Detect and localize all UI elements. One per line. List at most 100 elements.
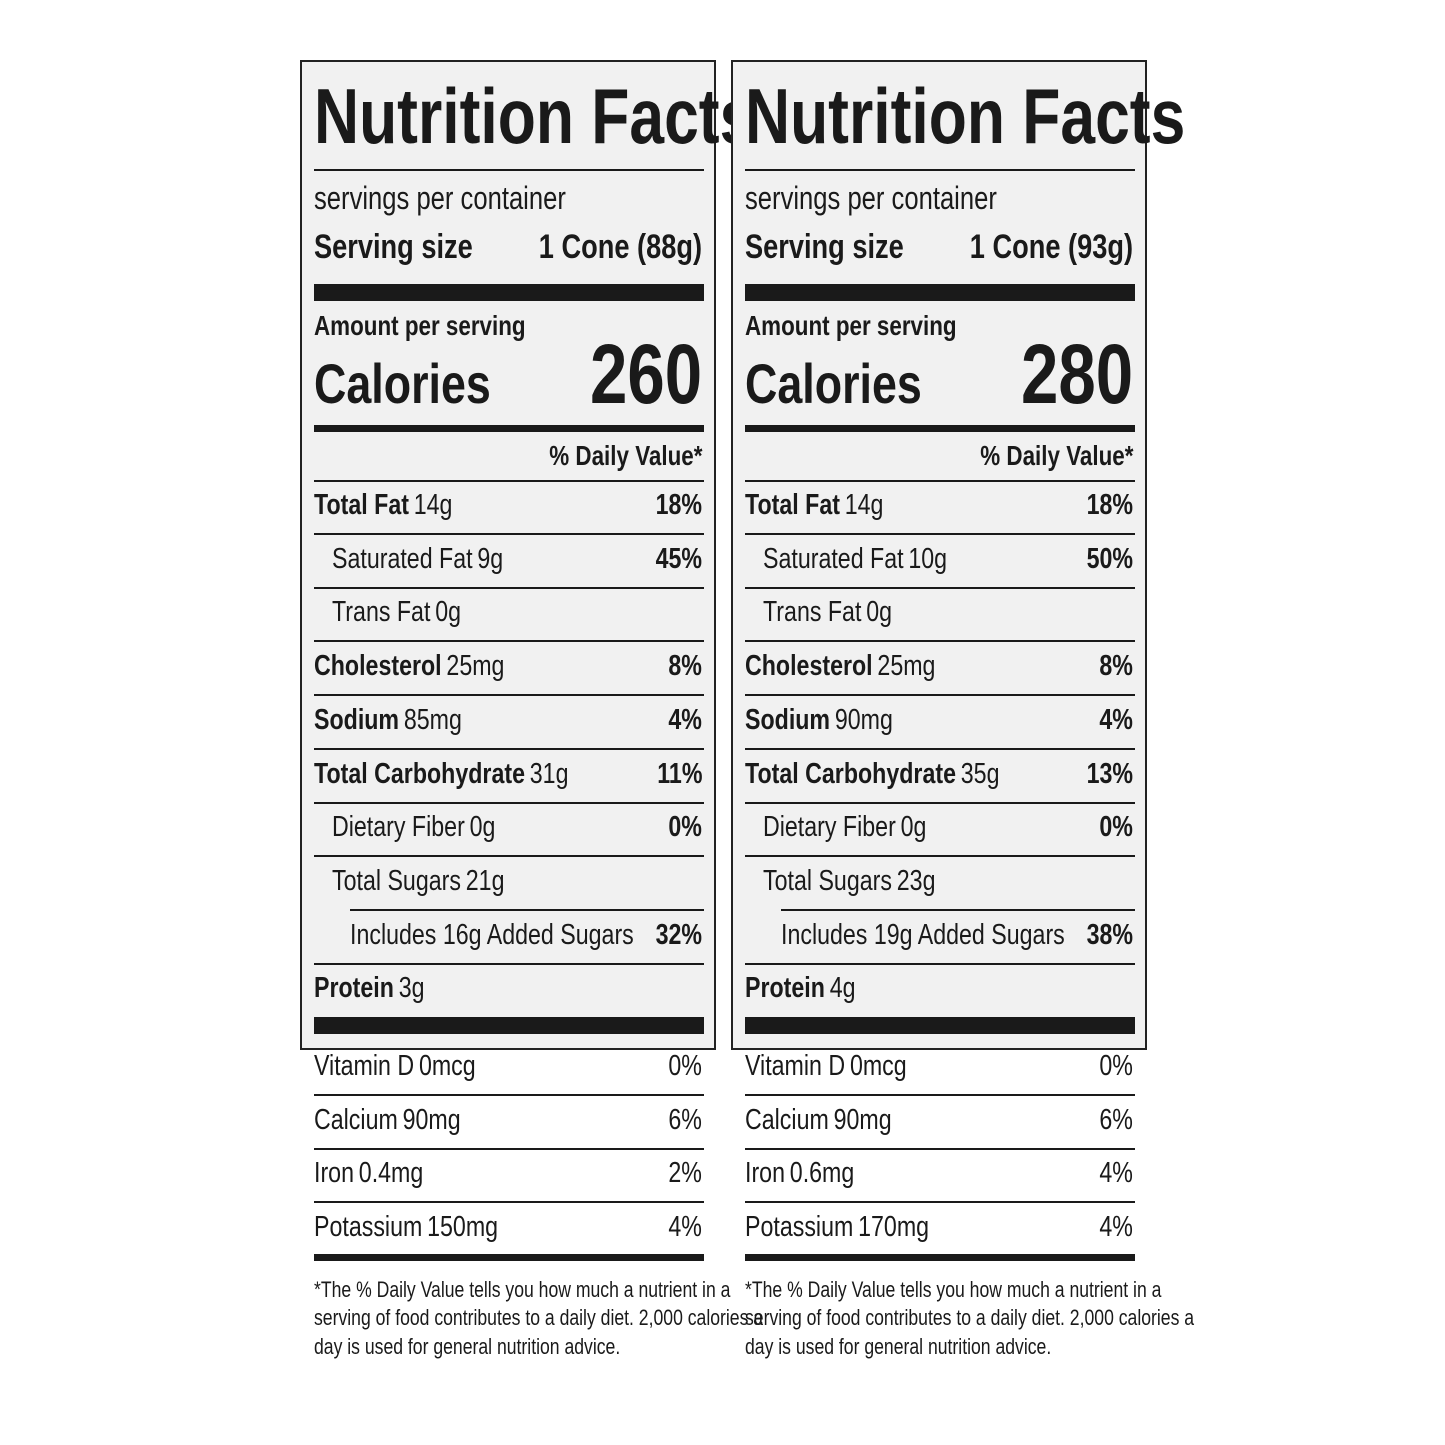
daily-value: 38% [1086,918,1133,951]
nutrient-name: Potassium [745,1210,854,1243]
nutrient-amount: 170mg [858,1210,930,1243]
nutrient-row: Includes 19g Added Sugars [781,920,1065,950]
nutrient-row: Cholesterol 25mg [745,652,935,681]
nutrient-row: Total Carbohydrate 31g [314,757,569,790]
nutrient-row: Vitamin D 0mcg [745,1052,907,1081]
servings: servings per container [745,180,997,217]
nutrient-amount: 23g [896,864,936,897]
rule [745,284,1135,301]
title: Nutrition Facts [314,72,755,161]
nutrient-name: Cholesterol [745,650,873,683]
rule [745,747,1135,750]
nutrient-amount: 35g [960,757,1000,790]
rule [314,694,704,697]
nutrient-name: Total Fat [745,489,840,521]
footnote: day is used for general nutrition advice… [745,1333,1052,1359]
nutrient-name: Saturated Fat [332,542,473,575]
nutrient-amount: 90mg [833,1103,892,1136]
nutrient-amount: 14g [413,489,453,521]
footnote: day is used for general nutrition advice… [745,1333,1052,1359]
calories: 280 [1021,332,1133,416]
nutrient-row: Vitamin D 0mcg [314,1052,476,1081]
daily-value: 4% [1099,703,1133,736]
daily-value: 11% [656,757,702,790]
nutrient-name: Iron [745,1157,785,1189]
daily-value: 0% [1099,813,1133,842]
nutrient-amount: 10g [908,542,948,575]
nutrient-amount: 21g [465,864,505,897]
nutrient-row: Trans Fat 0g [763,598,892,627]
nutrient-name: Iron [314,1157,354,1189]
nutrient-row: Protein 3g [314,974,425,1003]
daily-value: 6% [668,1103,702,1136]
nutrition-label: Nutrition Facts servings per container Ser… [731,60,1194,1357]
rule [745,1201,1135,1203]
nutrient-name: Trans Fat [332,596,431,629]
nutrient-amount: 25mg [446,650,505,683]
daily-value: 0% [1099,811,1133,844]
daily-value: 45% [656,544,702,574]
nutrient-row: Dietary Fiber 0g [332,813,495,842]
daily-value: 8% [1099,652,1133,681]
nutrient-amount: 0g [866,596,893,629]
daily-value: 8% [668,652,702,681]
nutrient-name: Potassium [314,1210,423,1243]
daily-value: 4% [1099,1157,1133,1190]
amount-per-serving: Amount per serving [314,311,526,340]
daily-value: 0% [668,811,702,844]
nutrient-amount: 31g [529,757,569,790]
nutrient-name: Total Carbohydrate [314,757,525,790]
rule [314,640,704,643]
nutrient-row: Includes 16g Added Sugars [350,920,634,950]
dv-header: % Daily Value* [979,439,1133,471]
nutrient-amount: 0mcg [849,1050,907,1082]
footnote: serving of food contributes to a daily d… [314,1305,764,1331]
daily-value: 2% [668,1157,702,1190]
nutrient-name: Total Sugars [332,864,461,897]
amount-per-serving: Amount per serving [745,311,957,340]
calories: 280 [1020,326,1133,421]
daily-value: 4% [668,1212,702,1242]
rule [745,694,1135,697]
nutrient-name: Calcium [314,1103,398,1136]
daily-value: 0% [668,813,702,842]
nutrient-name: Total Carbohydrate [745,757,956,790]
nutrient-row: Total Carbohydrate 35g [745,757,1000,790]
daily-value: 0% [1099,1050,1133,1083]
nutrient-row: Total Fat 14g [314,491,452,520]
rule [745,855,1135,858]
daily-value: 32% [656,920,702,950]
daily-value: 18% [1087,491,1133,520]
serving-size-label: Serving size [314,230,473,264]
title: Nutrition Facts [745,77,1185,155]
rule [745,1094,1135,1096]
rule [745,640,1135,643]
calories: 260 [589,326,702,421]
rule [745,801,1135,804]
nutrient-amount: 0.4mg [358,1157,424,1189]
nutrient-amount: 0g [900,811,927,844]
serving-size-label: Serving size [745,230,904,264]
calories-label: Calories [314,352,491,416]
daily-value: 18% [655,489,702,522]
calories-label: Calories [745,356,922,412]
daily-value: 8% [1099,650,1133,683]
daily-value: 2% [668,1159,702,1188]
title: Nutrition Facts [314,77,754,155]
nutrient-amount: 4g [829,972,856,1005]
nutrient-name: Vitamin D [314,1050,415,1082]
nutrient-row: Sodium 85mg [314,705,462,735]
title: Nutrition Facts [745,72,1186,161]
serving-size-label: Serving size [745,228,904,267]
nutrient-row: Sodium 90mg [745,703,893,736]
rule [745,425,1135,432]
nutrient-row: Potassium 170mg [745,1210,930,1243]
nutrient-amount: 90mg [834,703,893,736]
daily-value: 11% [656,757,702,790]
rule [745,962,1135,965]
footnote: serving of food contributes to a daily d… [745,1307,1194,1329]
calories-label: Calories [745,352,922,416]
rule [745,586,1135,589]
nutrient-amount: 3g [398,972,425,1005]
